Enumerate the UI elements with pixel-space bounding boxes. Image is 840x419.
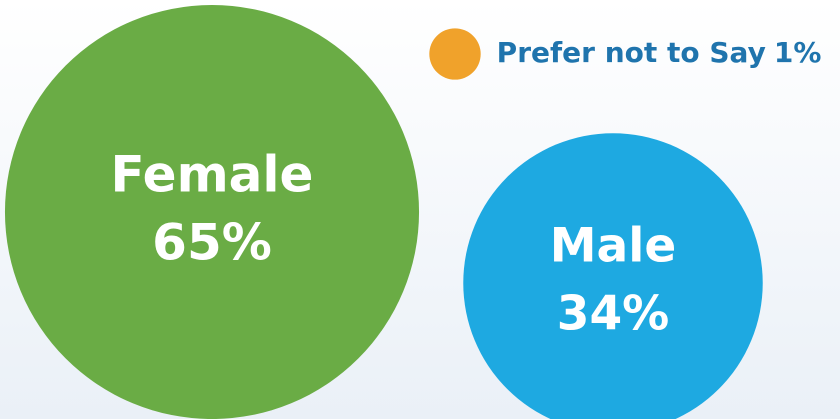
bubble-value-label: 65% — [152, 214, 272, 272]
bubble-category-label: Prefer not to Say — [497, 36, 766, 69]
bubble-value-label: 34% — [557, 287, 670, 342]
bubble — [463, 133, 763, 419]
bubble — [429, 28, 481, 80]
bubble — [5, 5, 419, 419]
bubble-category-label: Male — [550, 219, 676, 274]
bubble-value-label: 1% — [774, 36, 822, 69]
bubble-label: Prefer not to Say 1% — [497, 36, 822, 69]
bubble-category-label: Female — [111, 146, 314, 204]
